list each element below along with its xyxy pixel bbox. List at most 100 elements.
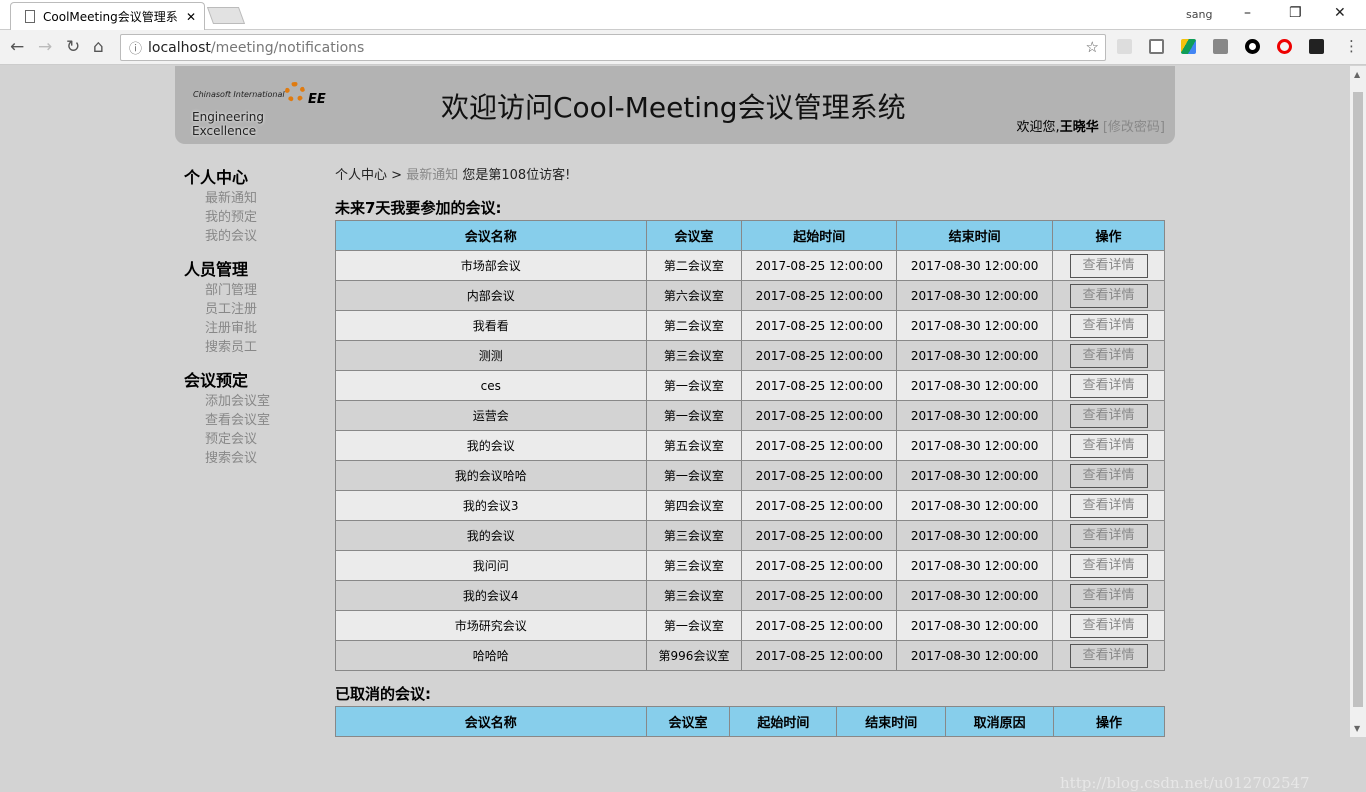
- action-cell: 查看详情: [1052, 310, 1165, 341]
- table-cell: 2017-08-25 12:00:00: [741, 490, 898, 521]
- gmail-extension-icon[interactable]: [1149, 39, 1164, 54]
- table-cell: 我的会议: [335, 520, 647, 551]
- opera-extension-icon[interactable]: [1277, 39, 1292, 54]
- change-password-link[interactable]: [修改密码]: [1102, 120, 1165, 135]
- column-header: 结束时间: [836, 706, 947, 737]
- view-details-button[interactable]: 查看详情: [1069, 583, 1148, 608]
- view-details-button[interactable]: 查看详情: [1069, 253, 1148, 278]
- info-icon[interactable]: ⓘ: [129, 42, 143, 57]
- drive-extension-icon[interactable]: [1181, 39, 1196, 54]
- scrollbar[interactable]: ▲ ▼: [1350, 66, 1366, 737]
- sidebar-item[interactable]: 注册审批: [205, 321, 258, 336]
- table-cell: 2017-08-30 12:00:00: [896, 490, 1054, 521]
- table-cell: ces: [335, 370, 647, 401]
- back-icon[interactable]: ←: [10, 37, 25, 57]
- view-details-button[interactable]: 查看详情: [1069, 373, 1148, 398]
- table-cell: 2017-08-25 12:00:00: [741, 280, 898, 311]
- logo: Chinasoft International EE Engineering E…: [192, 82, 327, 138]
- sidebar-item[interactable]: 添加会议室: [205, 394, 271, 409]
- table-cell: 2017-08-25 12:00:00: [741, 250, 898, 281]
- table-cell: 2017-08-25 12:00:00: [741, 310, 898, 341]
- view-details-button[interactable]: 查看详情: [1069, 493, 1148, 518]
- extension-icon[interactable]: [1117, 39, 1132, 54]
- sidebar-item[interactable]: 查看会议室: [205, 413, 271, 428]
- scroll-down-icon[interactable]: ▼: [1354, 724, 1361, 733]
- table-cell: 2017-08-25 12:00:00: [741, 640, 898, 671]
- sidebar-item[interactable]: 预定会议: [205, 432, 258, 447]
- circle-extension-icon[interactable]: [1245, 39, 1260, 54]
- reload-icon[interactable]: ↻: [66, 37, 81, 57]
- sidebar-item[interactable]: 我的预定: [205, 210, 258, 225]
- scroll-up-icon[interactable]: ▲: [1354, 70, 1361, 79]
- table-cell: 2017-08-30 12:00:00: [896, 250, 1054, 281]
- close-window-icon[interactable]: ✕: [1334, 5, 1346, 21]
- table-cell: 2017-08-25 12:00:00: [741, 400, 898, 431]
- welcome-prefix: 欢迎您,: [1016, 120, 1060, 135]
- table-cell: 第一会议室: [645, 370, 743, 401]
- menu-icon[interactable]: ⋮: [1344, 37, 1359, 55]
- sidebar-item[interactable]: 最新通知: [205, 191, 258, 206]
- sidebar-item[interactable]: 员工注册: [205, 302, 258, 317]
- view-details-button[interactable]: 查看详情: [1069, 343, 1148, 368]
- action-cell: 查看详情: [1052, 520, 1165, 551]
- bookmark-star-icon[interactable]: ☆: [1085, 38, 1099, 56]
- table-cell: 2017-08-30 12:00:00: [896, 400, 1054, 431]
- table-cell: 第三会议室: [645, 580, 743, 611]
- table-cell: 2017-08-30 12:00:00: [896, 310, 1054, 341]
- view-details-button[interactable]: 查看详情: [1069, 613, 1148, 638]
- table-cell: 哈哈哈: [335, 640, 647, 671]
- profile-name[interactable]: sang: [1186, 8, 1213, 21]
- view-details-button[interactable]: 查看详情: [1069, 283, 1148, 308]
- sidebar-item[interactable]: 我的会议: [205, 229, 258, 244]
- sidebar-group: 人员管理 部门管理 员工注册 注册审批 搜索员工: [184, 256, 314, 357]
- sidebar-item[interactable]: 部门管理: [205, 283, 258, 298]
- table-cell: 2017-08-25 12:00:00: [741, 610, 898, 641]
- sidebar-group-title: 个人中心: [184, 168, 249, 187]
- extension-icon[interactable]: [1213, 39, 1228, 54]
- table-row: 内部会议 第六会议室 2017-08-25 12:00:00 2017-08-30 1…: [335, 280, 1165, 311]
- welcome-text: 欢迎您,王晓华 [修改密码]: [1017, 116, 1165, 135]
- sidebar-group: 会议预定 添加会议室 查看会议室 预定会议 搜索会议: [184, 367, 314, 468]
- table-cell: 2017-08-25 12:00:00: [741, 370, 898, 401]
- column-header: 结束时间: [896, 220, 1054, 251]
- home-icon[interactable]: ⌂: [93, 37, 104, 57]
- close-tab-icon[interactable]: ✕: [185, 9, 196, 24]
- table-cell: 我看看: [335, 310, 647, 341]
- restore-icon[interactable]: ❐: [1289, 5, 1302, 21]
- table-row: 我的会议哈哈 第一会议室 2017-08-25 12:00:00 2017-08-30…: [335, 460, 1165, 491]
- extension-icon[interactable]: [1309, 39, 1324, 54]
- browser-tabstrip: CoolMeeting会议管理系 ✕ sang – ❐ ✕: [0, 0, 1366, 30]
- table-cell: 2017-08-30 12:00:00: [896, 580, 1054, 611]
- view-details-button[interactable]: 查看详情: [1069, 433, 1148, 458]
- upcoming-title: 未来7天我要参加的会议:: [335, 199, 502, 217]
- table-row: 测测 第三会议室 2017-08-25 12:00:00 2017-08-30 12:…: [335, 340, 1165, 371]
- browser-tab[interactable]: CoolMeeting会议管理系 ✕: [10, 2, 205, 30]
- action-cell: 查看详情: [1052, 340, 1165, 371]
- action-cell: 查看详情: [1052, 610, 1165, 641]
- sidebar-item[interactable]: 搜索会议: [205, 451, 258, 466]
- table-row: 我的会议 第五会议室 2017-08-25 12:00:00 2017-08-30 1…: [335, 430, 1165, 461]
- view-details-button[interactable]: 查看详情: [1069, 403, 1148, 428]
- view-details-button[interactable]: 查看详情: [1069, 313, 1148, 338]
- view-details-button[interactable]: 查看详情: [1069, 463, 1148, 488]
- minimize-icon[interactable]: –: [1244, 5, 1251, 21]
- table-row: 市场部会议 第二会议室 2017-08-25 12:00:00 2017-08-30 …: [335, 250, 1165, 281]
- sidebar-item[interactable]: 搜索员工: [205, 340, 258, 355]
- view-details-button[interactable]: 查看详情: [1069, 523, 1148, 548]
- action-cell: 查看详情: [1052, 430, 1165, 461]
- table-cell: 我的会议: [335, 430, 647, 461]
- view-details-button[interactable]: 查看详情: [1069, 643, 1148, 668]
- table-cell: 2017-08-30 12:00:00: [896, 370, 1054, 401]
- column-header: 操作: [1053, 706, 1165, 737]
- forward-icon[interactable]: →: [38, 37, 53, 57]
- breadcrumb-root[interactable]: 个人中心: [335, 168, 388, 183]
- view-details-button[interactable]: 查看详情: [1069, 553, 1148, 578]
- new-tab-button[interactable]: [206, 7, 246, 24]
- username: 王晓华: [1059, 120, 1099, 135]
- logo-mark: EE: [308, 92, 326, 107]
- table-row: 我的会议4 第三会议室 2017-08-25 12:00:00 2017-08-30 …: [335, 580, 1165, 611]
- scrollbar-thumb[interactable]: [1353, 92, 1363, 707]
- table-row: ces 第一会议室 2017-08-25 12:00:00 2017-08-30 12…: [335, 370, 1165, 401]
- address-bar[interactable]: ⓘ localhost/meeting/notifications ☆: [120, 34, 1106, 61]
- table-cell: 2017-08-30 12:00:00: [896, 280, 1054, 311]
